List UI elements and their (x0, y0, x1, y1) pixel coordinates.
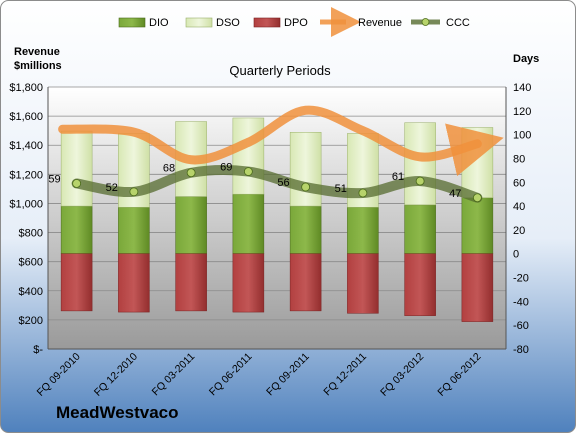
chart-title: Quarterly Periods (229, 63, 331, 78)
ccc-marker (358, 188, 368, 198)
left-tick-label: $1,400 (9, 140, 43, 152)
left-tick-label: $1,800 (9, 82, 43, 94)
bar-dso (461, 127, 494, 199)
bar-dio (347, 207, 379, 254)
bar-dpo (175, 253, 207, 312)
bar-dio (232, 193, 265, 254)
ccc-marker (186, 168, 196, 178)
bar-dso (404, 122, 436, 206)
legend-dpo-swatch (253, 17, 281, 28)
ccc-marker (243, 167, 253, 176)
right-tick-label: 40 (513, 201, 525, 213)
legend-ccc-marker (421, 18, 430, 26)
bar-dpo (60, 253, 93, 312)
bar-dso (289, 132, 322, 207)
ccc-marker (415, 176, 425, 186)
ccc-data-label: 51 (335, 183, 347, 195)
data-labels: 59 52 68 69 56 51 61 47 (48, 162, 461, 200)
left-axis-label-line2: $millions (14, 60, 62, 72)
ccc-data-label: 52 (106, 182, 118, 194)
left-tick-label: $200 (19, 315, 43, 327)
right-tick-label: -20 (513, 273, 529, 285)
legend-dio-label: DIO (149, 17, 169, 29)
left-tick-label: $1,200 (9, 169, 43, 181)
bar-dpo (347, 253, 379, 314)
right-tick-label: 0 (513, 249, 519, 261)
ccc-data-label: 61 (392, 171, 404, 183)
bar-dio (289, 205, 322, 254)
ccc-data-label: 47 (449, 188, 461, 200)
ccc-data-label: 59 (48, 173, 60, 185)
left-tick-label: $400 (19, 286, 43, 298)
right-tick-label: 60 (513, 177, 525, 189)
legend-dso-label: DSO (216, 17, 240, 29)
bar-dpo (232, 253, 265, 313)
ccc-marker (72, 179, 82, 188)
right-tick-label: 100 (513, 130, 531, 142)
left-tick-label: $1,600 (9, 111, 43, 123)
right-tick-label: 20 (513, 225, 525, 237)
legend-dpo-label: DPO (284, 17, 308, 29)
bar-dpo (461, 253, 494, 322)
bar-dpo (118, 253, 150, 313)
bar-dio (60, 205, 93, 254)
ccc-marker (472, 193, 482, 203)
right-tick-label: 140 (513, 82, 531, 94)
bar-dio (404, 204, 436, 254)
ccc-marker (301, 182, 311, 192)
left-tick-label: $- (33, 344, 43, 356)
legend-ccc-label: CCC (446, 17, 470, 29)
company-name: MeadWestvaco (56, 403, 179, 422)
legend-dso-swatch (185, 17, 213, 28)
bar-dso (232, 117, 265, 195)
revenue-line (58, 105, 504, 177)
left-tick-label: $600 (19, 257, 43, 269)
legend-revenue-label: Revenue (358, 17, 402, 29)
left-axis-label-line1: Revenue (14, 46, 60, 58)
bar-dpo (289, 253, 322, 312)
bar-dpo (404, 253, 436, 316)
ccc-data-label: 68 (163, 163, 175, 175)
right-tick-label: 120 (513, 106, 531, 118)
ccc-marker (129, 187, 139, 197)
bar-dio (175, 196, 207, 254)
right-tick-label: -80 (513, 344, 529, 356)
ccc-data-label: 69 (220, 162, 232, 174)
left-tick-label: $800 (19, 228, 43, 240)
left-tick-label: $1,000 (9, 198, 43, 210)
right-tick-label: 80 (513, 153, 525, 165)
bar-dio (118, 207, 150, 254)
right-axis-label: Days (513, 53, 539, 65)
bar-dio (461, 197, 494, 254)
bar-dso (60, 130, 93, 207)
legend-dio-swatch (118, 17, 146, 28)
right-tick-label: -40 (513, 296, 529, 308)
ccc-data-label: 56 (277, 177, 289, 189)
ccc-line (71, 164, 483, 203)
right-tick-label: -60 (513, 320, 529, 332)
legend: DIO DSO DPO Revenue CCC (118, 7, 470, 37)
lines (58, 105, 504, 203)
